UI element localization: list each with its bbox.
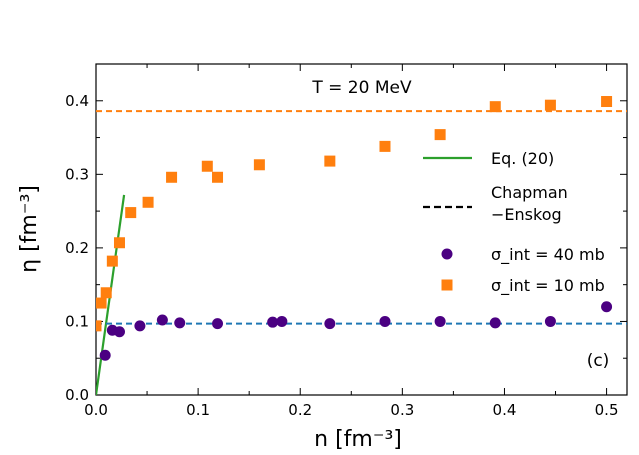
data-point-10mb xyxy=(201,160,213,172)
data-point-10mb xyxy=(601,96,613,108)
legend-40mb-label: σ_int = 40 mb xyxy=(491,245,605,265)
data-point-10mb xyxy=(544,99,556,111)
legend-10mb-label: σ_int = 10 mb xyxy=(491,276,605,296)
y-tick-label: 0.0 xyxy=(65,386,89,404)
x-tick-label: 0.0 xyxy=(84,401,108,419)
data-point-40mb xyxy=(113,326,125,338)
data-point-10mb xyxy=(489,101,501,113)
plot-area-frame xyxy=(95,63,628,396)
data-point-10mb xyxy=(434,129,446,141)
data-point-40mb xyxy=(601,301,613,313)
y-tick-label: 0.1 xyxy=(65,312,89,330)
x-tick-label: 0.4 xyxy=(493,401,517,419)
data-point-40mb xyxy=(174,317,186,329)
legend-10mb-swatch xyxy=(441,279,453,291)
data-point-40mb xyxy=(324,318,336,330)
legend-chapman-enskog-label-line1: Chapman xyxy=(491,183,568,202)
x-tick-label: 0.2 xyxy=(288,401,312,419)
y-tick-label: 0.2 xyxy=(65,239,89,257)
data-point-10mb xyxy=(96,297,107,309)
axis-ticks: 0.0 0.1 0.2 0.3 0.4 0.5 0.0 0.1 0.2 0.3 0.4 xyxy=(65,63,627,419)
data-point-10mb xyxy=(106,255,118,267)
data-point-40mb xyxy=(434,315,446,327)
data-point-10mb xyxy=(253,159,265,171)
legend: Eq. (20) Chapman −Enskog σ_int = 40 mb σ… xyxy=(423,149,605,296)
x-tick-label: 0.3 xyxy=(390,401,414,419)
legend-eq20-label: Eq. (20) xyxy=(491,149,554,168)
temperature-annotation: T = 20 MeV xyxy=(311,78,412,98)
legend-chapman-enskog-label-line2: −Enskog xyxy=(491,205,562,224)
y-axis-label: η [fm⁻³] xyxy=(17,185,42,273)
data-point-10mb xyxy=(166,171,178,183)
data-point-10mb xyxy=(212,171,224,183)
data-point-10mb xyxy=(113,237,125,249)
data-point-40mb xyxy=(489,317,501,329)
data-point-10mb xyxy=(100,287,112,299)
data-point-40mb xyxy=(379,315,391,327)
data-point-10mb xyxy=(96,320,102,332)
data-point-40mb xyxy=(267,316,279,328)
x-tick-label: 0.5 xyxy=(595,401,619,419)
data-point-40mb xyxy=(156,314,168,326)
data-point-10mb xyxy=(379,140,391,152)
data-point-10mb xyxy=(324,155,336,167)
panel-label: (c) xyxy=(587,351,610,371)
data-point-10mb xyxy=(142,196,154,208)
data-point-40mb xyxy=(134,320,146,332)
legend-40mb-swatch xyxy=(441,248,453,260)
y-tick-label: 0.3 xyxy=(65,165,89,183)
data-point-40mb xyxy=(212,318,224,330)
data-point-40mb xyxy=(276,315,288,327)
plot-content xyxy=(96,96,627,395)
x-tick-label: 0.1 xyxy=(186,401,210,419)
data-point-40mb xyxy=(99,349,111,361)
data-point-40mb xyxy=(544,315,556,327)
data-point-10mb xyxy=(125,207,137,219)
x-axis-label: n [fm⁻³] xyxy=(314,427,402,452)
y-tick-label: 0.4 xyxy=(65,92,89,110)
